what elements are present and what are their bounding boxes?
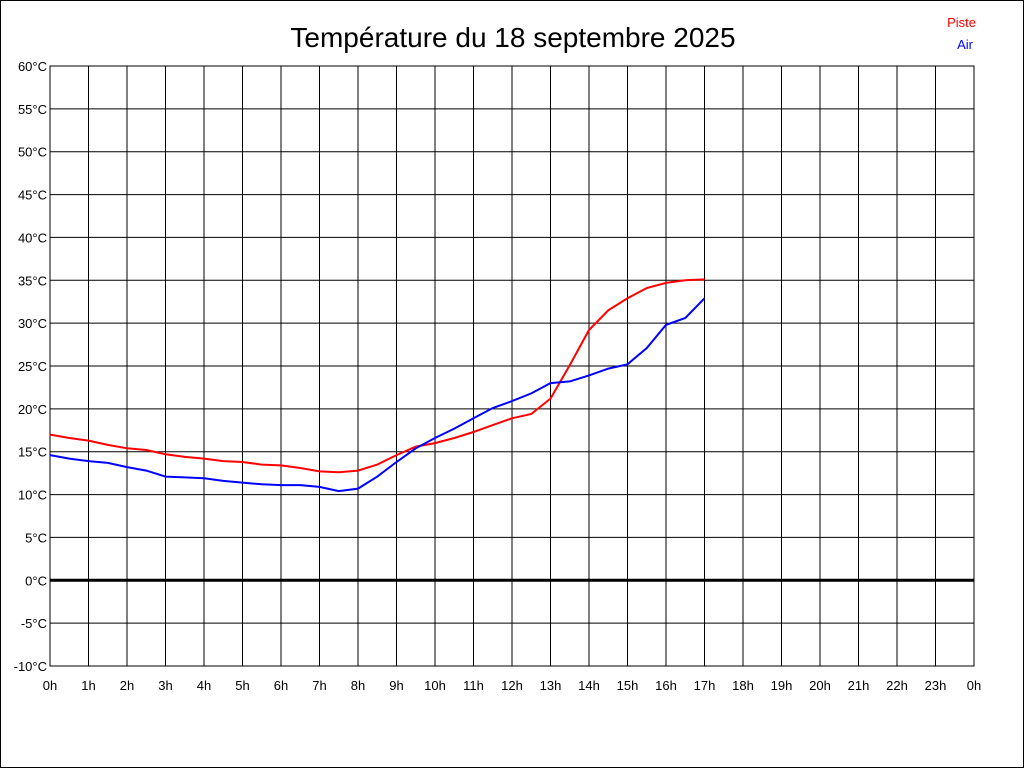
y-tick-label: 40°C bbox=[18, 230, 47, 245]
y-tick-label: 15°C bbox=[18, 445, 47, 460]
x-tick-label: 23h bbox=[925, 678, 947, 693]
x-axis-ticks: 0h 1h 2h 3h 4h 5h 6h 7h 8h 9h 10h 11h 12h 13h 14h 15h 16… bbox=[43, 678, 981, 693]
x-tick-label: 15h bbox=[617, 678, 639, 693]
grid bbox=[49, 65, 975, 667]
y-tick-label: 35°C bbox=[18, 273, 47, 288]
x-tick-label: 5h bbox=[235, 678, 249, 693]
x-tick-label: 14h bbox=[578, 678, 600, 693]
x-tick-label: 13h bbox=[540, 678, 562, 693]
x-tick-label: 16h bbox=[655, 678, 677, 693]
series-line-piste bbox=[49, 278, 705, 474]
y-tick-label: -5°C bbox=[21, 616, 47, 631]
y-axis-ticks: 60°C 55°C 50°C 45°C 40°C 35°C 30°C 25°C 20°C 15°C… bbox=[14, 59, 47, 674]
x-tick-label: 9h bbox=[389, 678, 403, 693]
x-tick-label: 20h bbox=[809, 678, 831, 693]
x-tick-label: 19h bbox=[771, 678, 793, 693]
x-tick-label: 0h bbox=[967, 678, 981, 693]
x-tick-label: 6h bbox=[274, 678, 288, 693]
legend-air: Air bbox=[957, 37, 974, 52]
legend: Piste Air bbox=[947, 15, 976, 52]
y-tick-label: 25°C bbox=[18, 359, 47, 374]
series-lines bbox=[49, 278, 706, 493]
y-tick-label: 0°C bbox=[25, 573, 47, 588]
y-tick-label: 50°C bbox=[18, 145, 47, 160]
x-tick-label: 11h bbox=[463, 678, 484, 693]
x-tick-label: 22h bbox=[886, 678, 908, 693]
y-tick-label: 45°C bbox=[18, 188, 47, 203]
y-tick-label: 10°C bbox=[18, 488, 47, 503]
series-line-air bbox=[49, 297, 706, 493]
y-tick-label: 30°C bbox=[18, 316, 47, 331]
x-tick-label: 4h bbox=[197, 678, 211, 693]
x-tick-label: 7h bbox=[312, 678, 326, 693]
x-tick-label: 3h bbox=[158, 678, 172, 693]
x-tick-label: 2h bbox=[120, 678, 134, 693]
y-tick-label: 55°C bbox=[18, 102, 47, 117]
x-tick-label: 10h bbox=[424, 678, 446, 693]
legend-piste: Piste bbox=[947, 15, 976, 30]
y-tick-label: 20°C bbox=[18, 402, 47, 417]
x-tick-label: 18h bbox=[732, 678, 754, 693]
y-tick-label: 60°C bbox=[18, 59, 47, 74]
y-tick-label: -10°C bbox=[14, 659, 47, 674]
x-tick-label: 1h bbox=[81, 678, 95, 693]
x-tick-label: 12h bbox=[501, 678, 523, 693]
y-tick-label: 5°C bbox=[25, 530, 47, 545]
x-tick-label: 17h bbox=[694, 678, 716, 693]
chart-title: Température du 18 septembre 2025 bbox=[290, 22, 735, 53]
x-tick-label: 0h bbox=[43, 678, 57, 693]
x-tick-label: 8h bbox=[351, 678, 365, 693]
x-tick-label: 21h bbox=[848, 678, 870, 693]
